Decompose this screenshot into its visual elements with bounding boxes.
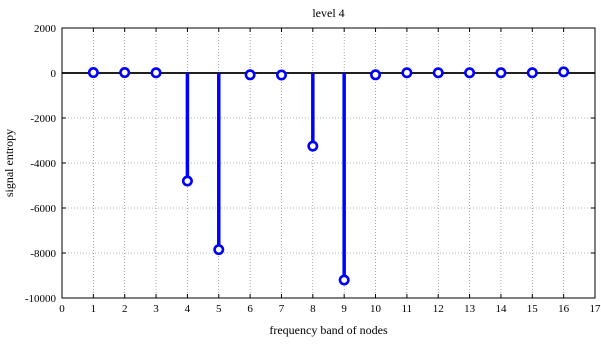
chart-title: level 4 (312, 6, 344, 20)
x-tick-label: 17 (590, 303, 601, 315)
x-tick-label: 9 (341, 303, 347, 315)
x-tick-label: 13 (464, 303, 476, 315)
y-tick-label: -6000 (30, 203, 56, 215)
y-tick-label: 2000 (34, 23, 57, 35)
x-tick-label: 3 (153, 303, 159, 315)
x-tick-label: 2 (122, 303, 128, 315)
stem-marker (215, 245, 223, 253)
y-tick-label: -4000 (30, 158, 56, 170)
x-tick-label: 16 (558, 303, 570, 315)
x-tick-label: 6 (247, 303, 253, 315)
stem-marker (559, 68, 567, 76)
x-tick-label: 5 (216, 303, 222, 315)
stem-marker (340, 276, 348, 284)
stem-marker (183, 177, 191, 185)
stem-marker (246, 71, 254, 79)
stem-marker (434, 69, 442, 77)
y-tick-label: -2000 (30, 113, 56, 125)
x-tick-label: 7 (279, 303, 285, 315)
x-tick-label: 10 (370, 303, 382, 315)
x-tick-label: 4 (185, 303, 191, 315)
stem-marker (403, 69, 411, 77)
x-tick-label: 8 (310, 303, 316, 315)
y-tick-label: -10000 (25, 293, 57, 305)
y-tick-label: 0 (51, 68, 57, 80)
x-tick-label: 1 (91, 303, 97, 315)
x-tick-label: 11 (402, 303, 413, 315)
x-tick-label: 15 (527, 303, 539, 315)
stem-marker (89, 68, 97, 76)
y-tick-label: -8000 (30, 248, 56, 260)
stem-marker (371, 71, 379, 79)
stem-marker (152, 69, 160, 77)
stem-marker (465, 69, 473, 77)
x-axis-title: frequency band of nodes (269, 323, 388, 337)
stem-marker (309, 142, 317, 150)
stem-marker (528, 69, 536, 77)
x-tick-label: 14 (495, 303, 507, 315)
x-tick-label: 0 (59, 303, 65, 315)
stem-marker (277, 71, 285, 79)
x-tick-label: 12 (433, 303, 444, 315)
y-axis-title: signal entropy (2, 129, 16, 197)
stem-marker (121, 68, 129, 76)
stem-marker (497, 69, 505, 77)
